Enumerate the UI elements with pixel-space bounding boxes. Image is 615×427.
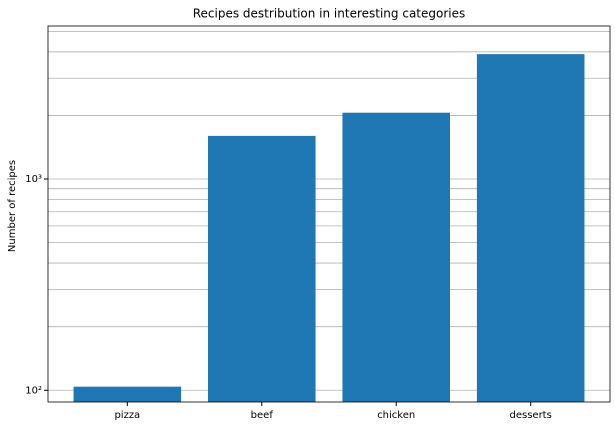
bar <box>73 386 182 402</box>
x-tick-label: chicken <box>377 410 415 421</box>
x-tick-label: beef <box>251 410 274 421</box>
bar <box>476 54 585 403</box>
x-tick-label: desserts <box>510 410 552 421</box>
chart-title: Recipes destribution in interesting cate… <box>193 7 466 21</box>
plot-frame <box>47 25 611 403</box>
y-axis-label: Number of recipes <box>7 160 18 252</box>
bar <box>207 135 316 402</box>
y-tick-label: 10³ <box>25 174 42 185</box>
x-tick-label: pizza <box>114 410 140 421</box>
bar <box>342 112 451 403</box>
y-tick-label: 10² <box>25 385 42 396</box>
